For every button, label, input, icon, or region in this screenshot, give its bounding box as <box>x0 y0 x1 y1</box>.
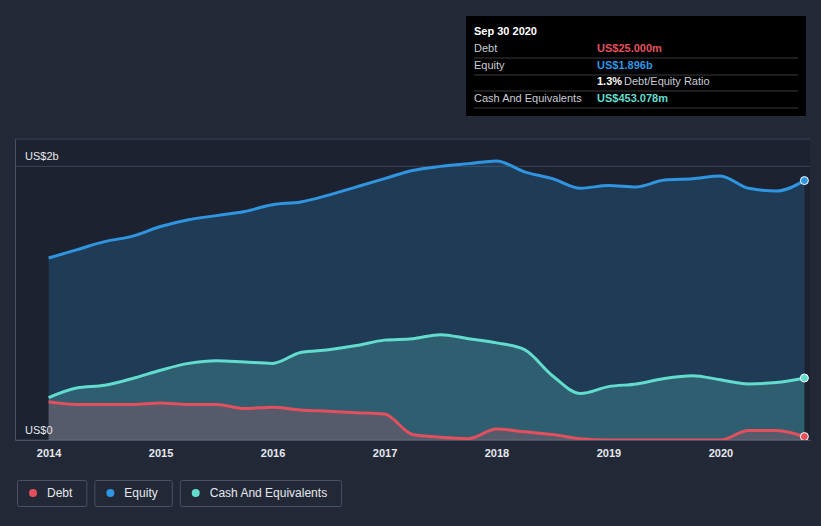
grid-line <box>15 166 810 167</box>
x-axis-line <box>16 440 811 441</box>
series-area <box>49 161 805 440</box>
x-tick-label: 2016 <box>261 447 285 459</box>
y-tick-label: US$0 <box>25 424 53 436</box>
x-axis: 2014 2015 2016 2017 2018 2019 2020 <box>16 440 811 459</box>
x-tick: 2018 <box>485 440 509 459</box>
chart: 2014 2015 2016 2017 2018 2019 2020 US$0 US$2b Sep… <box>0 0 821 526</box>
legend-item: Debt <box>18 481 87 507</box>
tooltip-label: Cash And Equivalents <box>474 92 582 104</box>
end-marker <box>800 433 808 440</box>
x-tick: 2019 <box>597 440 621 459</box>
series-line <box>49 161 805 258</box>
tooltip-value: US$25.000m <box>597 42 662 54</box>
x-tick: 2017 <box>373 440 397 459</box>
legend-item: Cash And Equivalents <box>180 481 341 507</box>
plot-frame <box>15 139 810 140</box>
legend-label: Cash And Equivalents <box>210 486 327 500</box>
series-area <box>49 402 805 440</box>
legend-box <box>180 481 341 507</box>
tooltip-separator <box>474 108 798 109</box>
plot-area <box>15 139 810 440</box>
x-tick-label: 2015 <box>149 447 173 459</box>
x-tick: 2015 <box>149 440 173 459</box>
x-tick: 2016 <box>261 440 285 459</box>
tooltip-label: Equity <box>474 59 505 71</box>
legend-box <box>95 481 172 507</box>
tooltip-value: US$1.896b <box>597 59 653 71</box>
y-axis-line <box>15 140 16 441</box>
legend-item: Equity <box>95 481 172 507</box>
y-tick: US$2b <box>15 150 59 167</box>
end-marker <box>800 177 808 185</box>
series-area <box>49 335 805 440</box>
x-tick: 2014 <box>37 440 62 459</box>
x-tick-label: 2019 <box>597 447 621 459</box>
y-axis: US$0 US$2b <box>15 140 59 441</box>
series-line <box>49 402 805 440</box>
legend: Debt Equity Cash And Equivalents <box>18 481 342 507</box>
tooltip-title: Sep 30 2020 <box>474 25 537 37</box>
legend-swatch <box>29 489 37 497</box>
tooltip-value: US$453.078m <box>597 92 668 104</box>
legend-swatch <box>106 489 114 497</box>
series-line <box>49 335 805 398</box>
tooltip-label: Debt <box>474 42 497 54</box>
legend-box <box>18 481 87 507</box>
legend-label: Debt <box>47 486 73 500</box>
y-tick-label: US$2b <box>25 150 59 162</box>
x-tick: 2020 <box>709 440 733 459</box>
end-marker <box>800 374 808 382</box>
legend-label: Equity <box>124 486 157 500</box>
tooltip: Sep 30 2020 Debt US$25.000m Equity US$1.896b… <box>466 16 806 116</box>
background <box>0 0 821 526</box>
x-tick-label: 2017 <box>373 447 397 459</box>
tooltip-label: Debt/Equity Ratio <box>624 75 710 87</box>
legend-swatch <box>192 489 200 497</box>
y-tick: US$0 <box>15 424 53 441</box>
x-tick-label: 2020 <box>709 447 733 459</box>
x-tick-label: 2018 <box>485 447 509 459</box>
x-tick-label: 2014 <box>37 447 62 459</box>
marks <box>49 161 809 440</box>
tooltip-box <box>466 16 806 116</box>
tooltip-value: 1.3% <box>597 75 622 87</box>
